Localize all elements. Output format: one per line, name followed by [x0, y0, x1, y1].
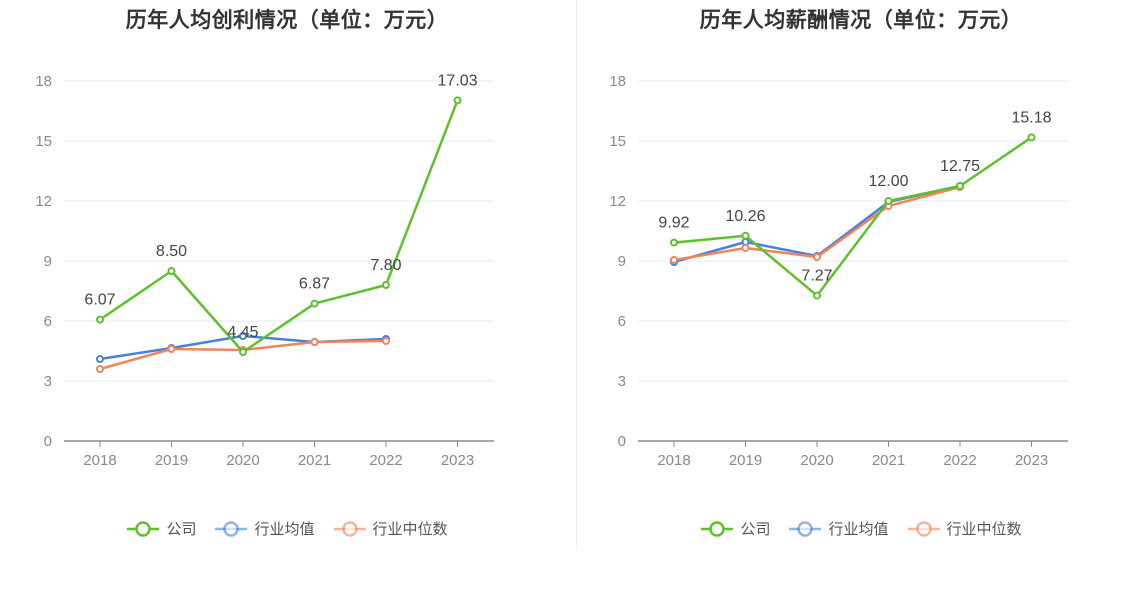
legend-label: 行业均值: [254, 520, 315, 538]
data-point: [167, 267, 176, 275]
data-label: 4.45: [227, 324, 258, 341]
data-label: 17.03: [437, 72, 477, 89]
data-label: 9.92: [658, 215, 689, 232]
y-tick-label: 3: [44, 373, 52, 390]
y-tick-label: 6: [44, 313, 52, 330]
legend-marker: [915, 520, 932, 537]
legend-swatch-icon: [907, 520, 940, 537]
y-tick-label: 15: [609, 133, 626, 150]
data-point: [96, 365, 104, 373]
legend-label: 公司: [740, 520, 771, 538]
x-tick-label: 2022: [369, 452, 402, 469]
y-tick-label: 3: [618, 373, 626, 390]
data-point: [96, 355, 104, 363]
chart-legend: 公司 行业均值 行业中位数: [0, 518, 574, 539]
data-point: [813, 253, 821, 261]
y-tick-label: 9: [618, 253, 626, 270]
legend-item[interactable]: 公司: [700, 518, 770, 539]
legend-item[interactable]: 行业中位数: [333, 518, 448, 539]
legend-label: 公司: [166, 520, 197, 538]
data-point: [239, 332, 247, 340]
chart-title: 历年人均创利情况（单位：万元）: [125, 8, 449, 32]
legend-swatch-icon: [701, 520, 734, 537]
y-tick-label: 15: [35, 133, 52, 150]
y-tick-label: 12: [35, 193, 52, 210]
x-tick-label: 2021: [298, 452, 331, 469]
legend-marker: [797, 520, 814, 537]
panel-divider: [576, 0, 577, 550]
data-point: [884, 197, 893, 205]
legend-swatch-icon: [127, 520, 160, 537]
data-point: [741, 244, 750, 252]
legend-marker: [135, 520, 152, 537]
profit-chart-panel: 历年人均创利情况（单位：万元） 0 3 6 9 12 15 18 2018 2019 2020 20…: [0, 8, 574, 539]
data-label: 7.27: [801, 268, 832, 285]
legend-label: 行业中位数: [946, 520, 1022, 538]
legend-swatch-icon: [333, 520, 366, 537]
data-point: [670, 238, 678, 247]
legend-swatch-icon: [789, 520, 822, 537]
data-point: [167, 345, 176, 353]
data-label: 6.07: [84, 292, 115, 309]
data-label: 15.18: [1011, 109, 1051, 126]
series-line: [99, 99, 459, 354]
data-point: [813, 291, 821, 300]
x-tick-label: 2020: [800, 452, 833, 469]
data-point: [239, 348, 247, 356]
salary-line-chart: 0 3 6 9 12 15 18 2018 2019 2020 2021 2022 2023 9.92 10…: [609, 73, 1068, 469]
profit-line-chart: 0 3 6 9 12 15 18 2018 2019 2020 2021 2022 2023 6.07 8.…: [35, 72, 494, 469]
data-label: 12.75: [940, 158, 980, 175]
legend-item[interactable]: 行业均值: [788, 518, 889, 539]
data-point: [956, 182, 964, 190]
x-tick-label: 2018: [657, 452, 690, 469]
y-tick-label: 6: [618, 313, 626, 330]
y-tick-label: 0: [618, 433, 626, 450]
data-label: 10.26: [725, 208, 765, 225]
series-line: [673, 136, 1033, 297]
data-point: [310, 338, 319, 346]
data-point: [741, 231, 750, 240]
legend-marker: [341, 520, 358, 537]
y-tick-label: 9: [44, 253, 52, 270]
legend-item[interactable]: 行业均值: [214, 518, 315, 539]
legend-swatch-icon: [215, 520, 248, 537]
chart-title: 历年人均薪酬情况（单位：万元）: [699, 8, 1023, 32]
data-point: [310, 299, 319, 308]
x-tick-label: 2018: [83, 452, 116, 469]
data-point: [382, 337, 390, 345]
data-point: [453, 96, 462, 105]
legend-label: 行业中位数: [372, 520, 448, 538]
legend-marker: [223, 520, 240, 537]
legend-marker: [709, 520, 726, 537]
x-tick-label: 2020: [226, 452, 259, 469]
data-label: 6.87: [299, 276, 330, 293]
x-tick-label: 2023: [1015, 452, 1048, 469]
x-tick-label: 2021: [872, 452, 905, 469]
data-label: 12.00: [868, 173, 908, 190]
chart-legend: 公司 行业均值 行业中位数: [574, 518, 1148, 539]
data-label: 7.80: [370, 257, 401, 274]
y-tick-label: 18: [609, 73, 626, 90]
data-point: [382, 281, 390, 289]
data-label: 8.50: [156, 243, 187, 260]
x-tick-label: 2019: [155, 452, 188, 469]
y-tick-label: 12: [609, 193, 626, 210]
salary-chart-panel: 历年人均薪酬情况（单位：万元） 0 3 6 9 12 15 18 2018 2019 2020 20…: [574, 0, 1148, 589]
legend-item[interactable]: 行业中位数: [907, 518, 1022, 539]
x-tick-label: 2023: [441, 452, 474, 469]
legend-label: 行业均值: [828, 520, 889, 538]
legend-item[interactable]: 公司: [126, 518, 196, 539]
y-tick-label: 18: [35, 73, 52, 90]
data-point: [670, 256, 678, 264]
x-tick-label: 2022: [943, 452, 976, 469]
data-point: [96, 315, 104, 324]
x-tick-label: 2019: [729, 452, 762, 469]
data-point: [1027, 133, 1036, 142]
y-tick-label: 0: [44, 433, 52, 450]
